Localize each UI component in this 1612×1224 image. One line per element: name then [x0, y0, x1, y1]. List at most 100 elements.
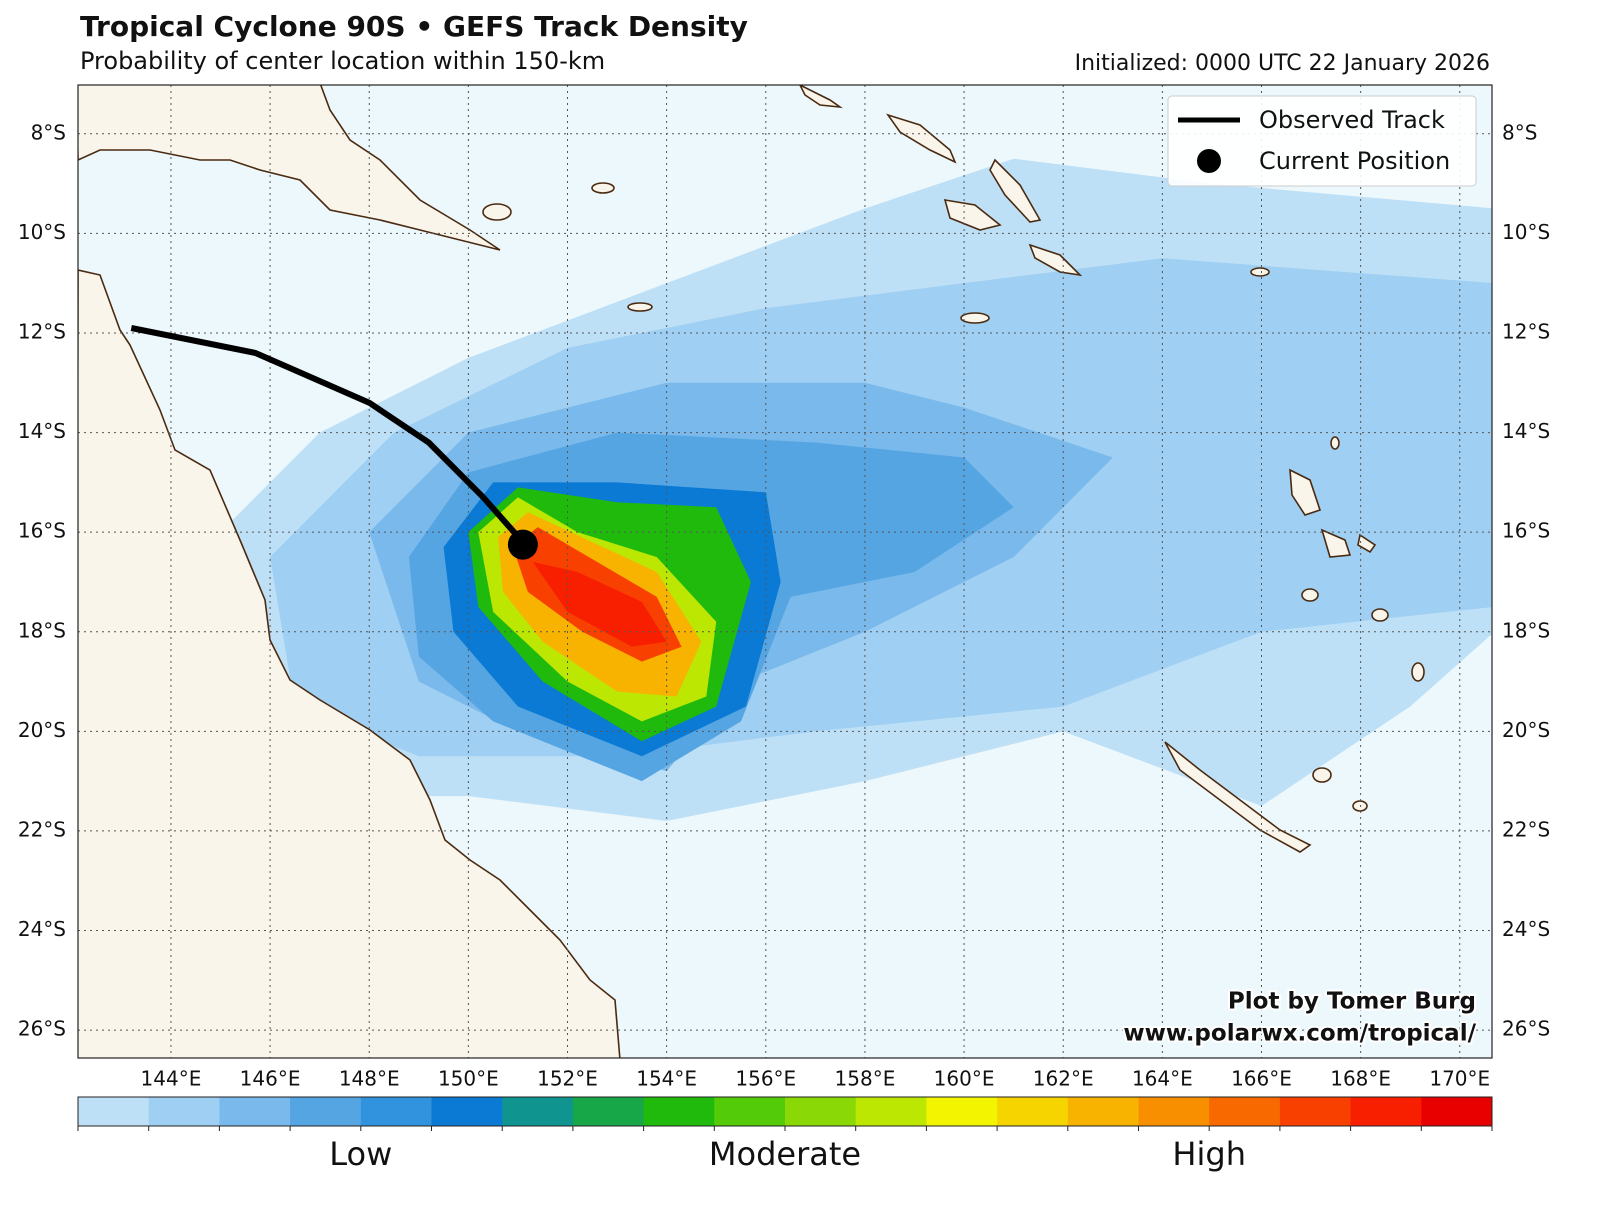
y-tick-label: 24°S: [1502, 917, 1550, 941]
x-tick-label: 150°E: [438, 1067, 499, 1091]
legend-box: [1167, 95, 1477, 187]
island: [591, 182, 615, 194]
vanuatu-3: [1357, 533, 1377, 554]
y-tick-label: 26°S: [1502, 1017, 1550, 1041]
solomons-4: [1028, 243, 1083, 277]
solomons-2: [989, 158, 1042, 223]
y-tick-label: 14°S: [18, 419, 66, 443]
subtitle: Probability of center location within 15…: [80, 47, 605, 75]
density-contour: [532, 562, 667, 647]
y-tick-label: 18°S: [1502, 618, 1550, 642]
x-tick-label: 156°E: [735, 1067, 796, 1091]
x-tick-label: 144°E: [141, 1067, 202, 1091]
credit-line: www.polarwx.com/tropical/: [1123, 1021, 1476, 1047]
colorbar-swatch: [360, 1097, 432, 1126]
island: [1312, 767, 1332, 783]
density-layer: [210, 158, 1492, 821]
y-tick-label: 12°S: [18, 319, 66, 343]
map-frame: [77, 84, 1493, 1059]
x-tick-label: 152°E: [537, 1067, 598, 1091]
graticule: 144°E 146°E 148°E 150°E 152°E 154°E 156°E 158°E…: [18, 85, 1550, 1091]
colorbar-swatch: [1421, 1097, 1493, 1126]
colorbar-swatch: [431, 1097, 503, 1126]
colorbar-swatch: [926, 1097, 998, 1126]
legend: Observed Track Current Position: [1167, 95, 1477, 187]
colorbar: Low Moderate High: [77, 1096, 1493, 1173]
solomons-3: [943, 199, 1002, 231]
australia: [78, 269, 621, 1058]
y-tick-label: 22°S: [18, 817, 66, 841]
colorbar-swatch: [290, 1097, 362, 1126]
island: [1411, 662, 1425, 682]
y-tick-label: 14°S: [1502, 419, 1550, 443]
colorbar-swatch: [1138, 1097, 1210, 1126]
y-tick-label: 8°S: [31, 120, 66, 144]
title: Tropical Cyclone 90S • GEFS Track Densit…: [80, 10, 748, 43]
x-tick-label: 164°E: [1132, 1067, 1193, 1091]
island: [1250, 267, 1270, 277]
track-layer: [130, 325, 538, 560]
y-tick-label: 18°S: [18, 618, 66, 642]
new-guinea: [78, 85, 501, 251]
y-tick-label: 12°S: [1502, 319, 1550, 343]
colorbar-swatch: [714, 1097, 786, 1126]
island: [482, 203, 512, 221]
y-tick-label: 16°S: [1502, 519, 1550, 543]
colorbar-swatch: [997, 1097, 1069, 1126]
credit: Plot by Tomer Burg www.polarwx.com/tropi…: [1121, 987, 1478, 1049]
island: [1352, 800, 1368, 812]
island: [960, 312, 990, 324]
y-tick-label: 22°S: [1502, 817, 1550, 841]
colorbar-label: Low: [329, 1135, 392, 1173]
x-tick-label: 166°E: [1231, 1067, 1292, 1091]
colorbar-label: High: [1172, 1135, 1246, 1173]
init-time: Initialized: 0000 UTC 22 January 2026: [1075, 51, 1490, 76]
x-tick-label: 148°E: [339, 1067, 400, 1091]
y-tick-label: 26°S: [18, 1017, 66, 1041]
legend-label: Observed Track: [1259, 106, 1445, 134]
credit-line: Plot by Tomer Burg: [1228, 989, 1476, 1015]
bougainville: [799, 85, 843, 109]
colorbar-swatch: [502, 1097, 574, 1126]
island: [1371, 608, 1389, 622]
y-tick-label: 20°S: [1502, 718, 1550, 742]
colorbar-swatch: [643, 1097, 715, 1126]
x-tick-label: 158°E: [835, 1067, 896, 1091]
new-caledonia: [1164, 741, 1312, 853]
colorbar-label: Moderate: [709, 1135, 861, 1173]
island: [627, 302, 653, 312]
observed-track: [130, 325, 526, 545]
y-tick-label: 8°S: [1502, 120, 1537, 144]
colorbar-swatch: [1209, 1097, 1281, 1126]
vanuatu-2: [1320, 528, 1352, 558]
y-tick-label: 10°S: [1502, 220, 1550, 244]
x-tick-label: 146°E: [240, 1067, 301, 1091]
x-tick-label: 154°E: [636, 1067, 697, 1091]
colorbar-swatch: [785, 1097, 857, 1126]
current-position: [507, 529, 538, 560]
colorbar-swatch: [148, 1097, 220, 1126]
colorbar-swatch: [1279, 1097, 1352, 1126]
solomons-1: [885, 113, 957, 164]
x-tick-label: 162°E: [1033, 1067, 1094, 1091]
x-tick-label: 170°E: [1429, 1067, 1490, 1091]
colorbar-swatch: [78, 1097, 150, 1126]
vanuatu-1: [1289, 468, 1322, 516]
colorbar-swatch: [1350, 1097, 1422, 1126]
colorbar-swatch: [1067, 1097, 1139, 1126]
y-tick-label: 16°S: [18, 519, 66, 543]
x-tick-label: 168°E: [1330, 1067, 1391, 1091]
x-tick-label: 160°E: [934, 1067, 995, 1091]
island: [1301, 588, 1319, 602]
island: [1330, 436, 1340, 450]
colorbar-swatch: [572, 1097, 645, 1126]
legend-dot: [1197, 149, 1221, 173]
colorbar-swatch: [855, 1097, 927, 1126]
legend-label: Current Position: [1259, 147, 1450, 175]
colorbar-frame: [77, 1096, 1493, 1127]
y-tick-label: 24°S: [18, 917, 66, 941]
y-tick-label: 20°S: [18, 718, 66, 742]
coastlines: [78, 85, 1425, 1058]
